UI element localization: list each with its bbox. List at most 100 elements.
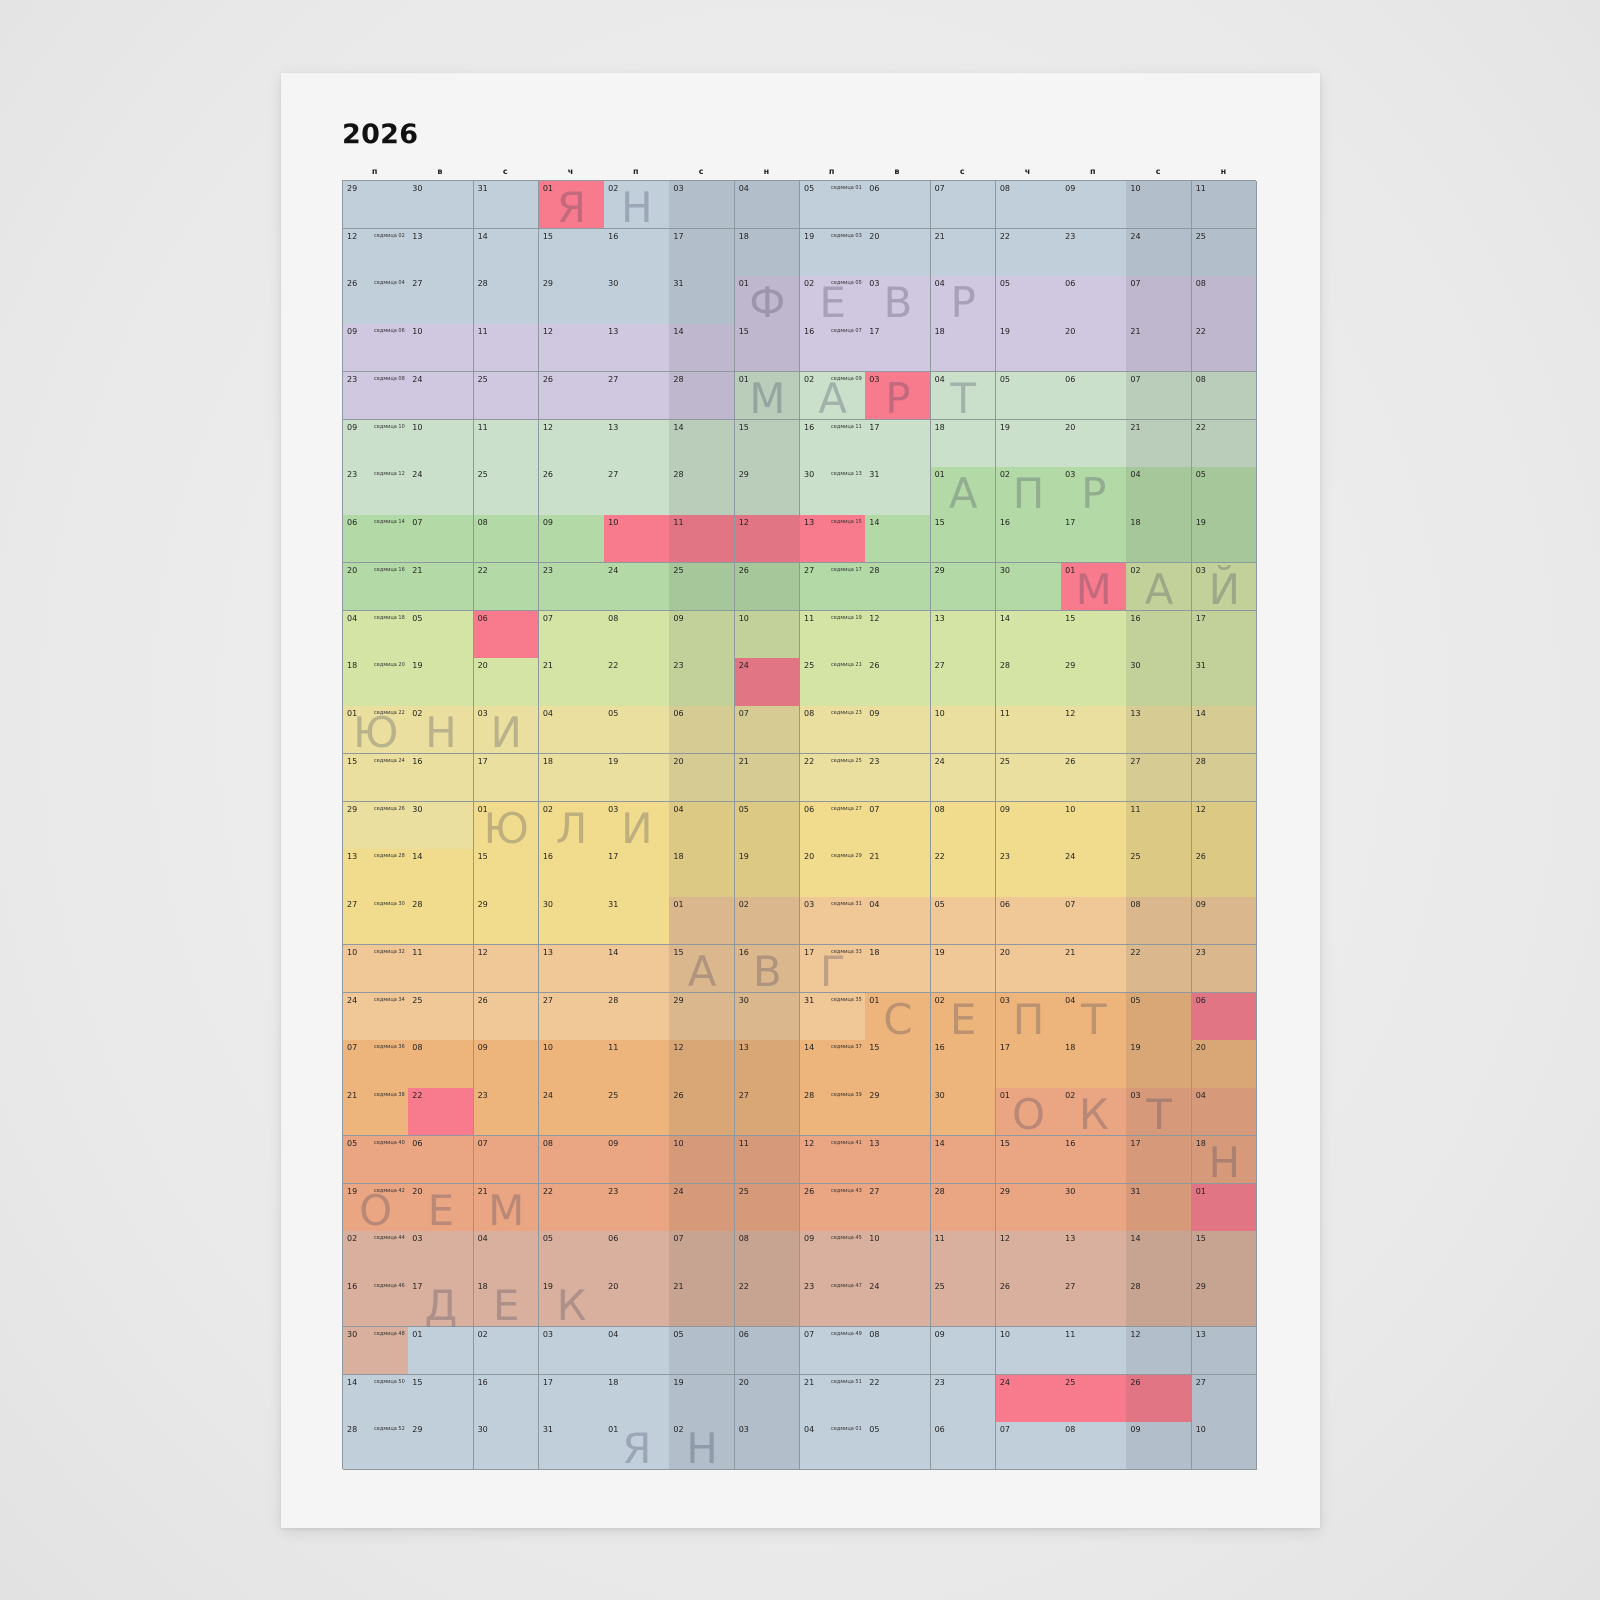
day-cell: 29 (669, 992, 736, 1041)
day-cell: 10 (1061, 801, 1127, 850)
day-cell: 26 седмица 04 (343, 276, 409, 325)
day-number: 31 (542, 1425, 554, 1435)
day-cell: 17 (408, 1279, 475, 1328)
day-cell: 31 (473, 181, 540, 230)
day-cell: 09 седмица 10 (343, 419, 409, 468)
weekend-shade (1191, 1088, 1257, 1136)
day-number: 11 (477, 327, 488, 337)
day-number: 31 (673, 279, 684, 289)
day-number: 19 (999, 422, 1011, 432)
day-number: 15 (869, 1043, 880, 1053)
weekend-shade (734, 1040, 800, 1088)
week-number: седмица 29 (831, 853, 862, 860)
day-cell: 26 (734, 562, 801, 612)
day-cell: 14 (995, 610, 1062, 659)
day-number: 15 (477, 852, 488, 862)
day-cell: 10 (1191, 1422, 1258, 1471)
day-number: 25 (738, 1186, 749, 1196)
day-cell: 23 седмица 12 (343, 467, 409, 516)
day-number: 25 (412, 995, 423, 1005)
day-number: 25 (804, 661, 815, 671)
day-number: 12 (477, 947, 488, 957)
weekend-shade (1191, 467, 1257, 515)
week-number: седмица 06 (374, 328, 405, 335)
day-number: 08 (412, 1043, 423, 1053)
day-cell: 11 (473, 419, 540, 468)
day-number: 10 (738, 613, 749, 623)
weekend-shade (1126, 1374, 1192, 1422)
day-cell: 19 (408, 658, 475, 707)
day-cell: 20 (1061, 324, 1127, 373)
day-number: 08 (1195, 279, 1206, 289)
day-cell: 31 (1126, 1183, 1193, 1232)
day-number: 17 (1195, 613, 1206, 623)
day-cell: 16 (1061, 1135, 1127, 1185)
weekend-shade (1126, 610, 1192, 658)
day-number: 29 (347, 804, 358, 814)
day-cell: 20 (473, 658, 540, 707)
day-cell: 23 (930, 1374, 997, 1423)
day-number: 07 (1130, 279, 1141, 289)
day-number: 24 (1065, 852, 1076, 862)
day-cell: 15 (734, 324, 801, 373)
day-number: 02 (738, 900, 749, 910)
day-number: 14 (999, 613, 1011, 623)
day-number: 30 (542, 900, 554, 910)
day-number: 18 (1195, 1138, 1206, 1148)
day-number: 25 (1130, 852, 1141, 862)
week-number: седмица 44 (374, 1235, 405, 1242)
day-number: 08 (542, 1138, 554, 1148)
day-cell: 20 (604, 1279, 670, 1328)
day-cell: 01 (669, 897, 736, 946)
day-cell: 12 (995, 1231, 1062, 1280)
day-number: 15 (347, 756, 358, 766)
week-number: седмица 36 (374, 1044, 405, 1051)
day-number: 16 (477, 1377, 488, 1387)
day-cell: 21 (930, 228, 997, 277)
day-cell: 14 (1191, 706, 1258, 755)
day-cell: 03 (1191, 562, 1258, 612)
day-number: 23 (608, 1186, 619, 1196)
week-number: седмица 07 (831, 328, 862, 335)
day-number: 20 (673, 756, 684, 766)
weekend-shade (1126, 1183, 1192, 1231)
day-number: 28 (412, 900, 423, 910)
day-cell: 27 (734, 1088, 801, 1137)
day-cell: 30 (734, 992, 801, 1041)
day-number: 15 (542, 231, 554, 241)
day-number: 05 (412, 613, 423, 623)
day-cell: 09 (930, 1326, 997, 1375)
day-cell: 15 (1061, 610, 1127, 659)
day-number: 02 (477, 1329, 488, 1339)
weekend-shade (669, 753, 735, 802)
day-number: 07 (412, 518, 423, 528)
day-number: 13 (1130, 709, 1141, 719)
week-number: седмица 37 (831, 1044, 862, 1051)
week-number: седмица 38 (374, 1092, 405, 1099)
day-cell: 25 (1061, 1374, 1127, 1423)
day-cell: 04 седмица 18 (343, 610, 409, 659)
week-number: седмица 19 (831, 614, 862, 621)
day-number: 26 (347, 279, 358, 289)
day-number: 17 (608, 852, 619, 862)
day-number: 17 (869, 327, 880, 337)
week-number: седмица 50 (374, 1378, 405, 1385)
day-cell: 29 (1191, 1279, 1258, 1328)
day-cell: 17 (473, 753, 540, 803)
day-number: 02 (412, 709, 423, 719)
day-cell: 22 (865, 1374, 932, 1423)
day-number: 24 (608, 565, 619, 575)
day-cell: 21 (538, 658, 605, 707)
day-cell: 13 (408, 228, 475, 277)
weekend-shade (669, 992, 735, 1040)
week-number: седмица 21 (831, 662, 862, 669)
day-cell: 08 (1061, 1422, 1127, 1471)
day-cell: 31 (669, 276, 736, 325)
day-number: 11 (1130, 804, 1141, 814)
day-cell: 10 седмица 32 (343, 944, 409, 994)
day-cell: 12 (473, 944, 540, 994)
weekend-shade (1126, 276, 1192, 324)
day-number: 04 (608, 1329, 619, 1339)
day-cell: 30 (995, 562, 1062, 612)
